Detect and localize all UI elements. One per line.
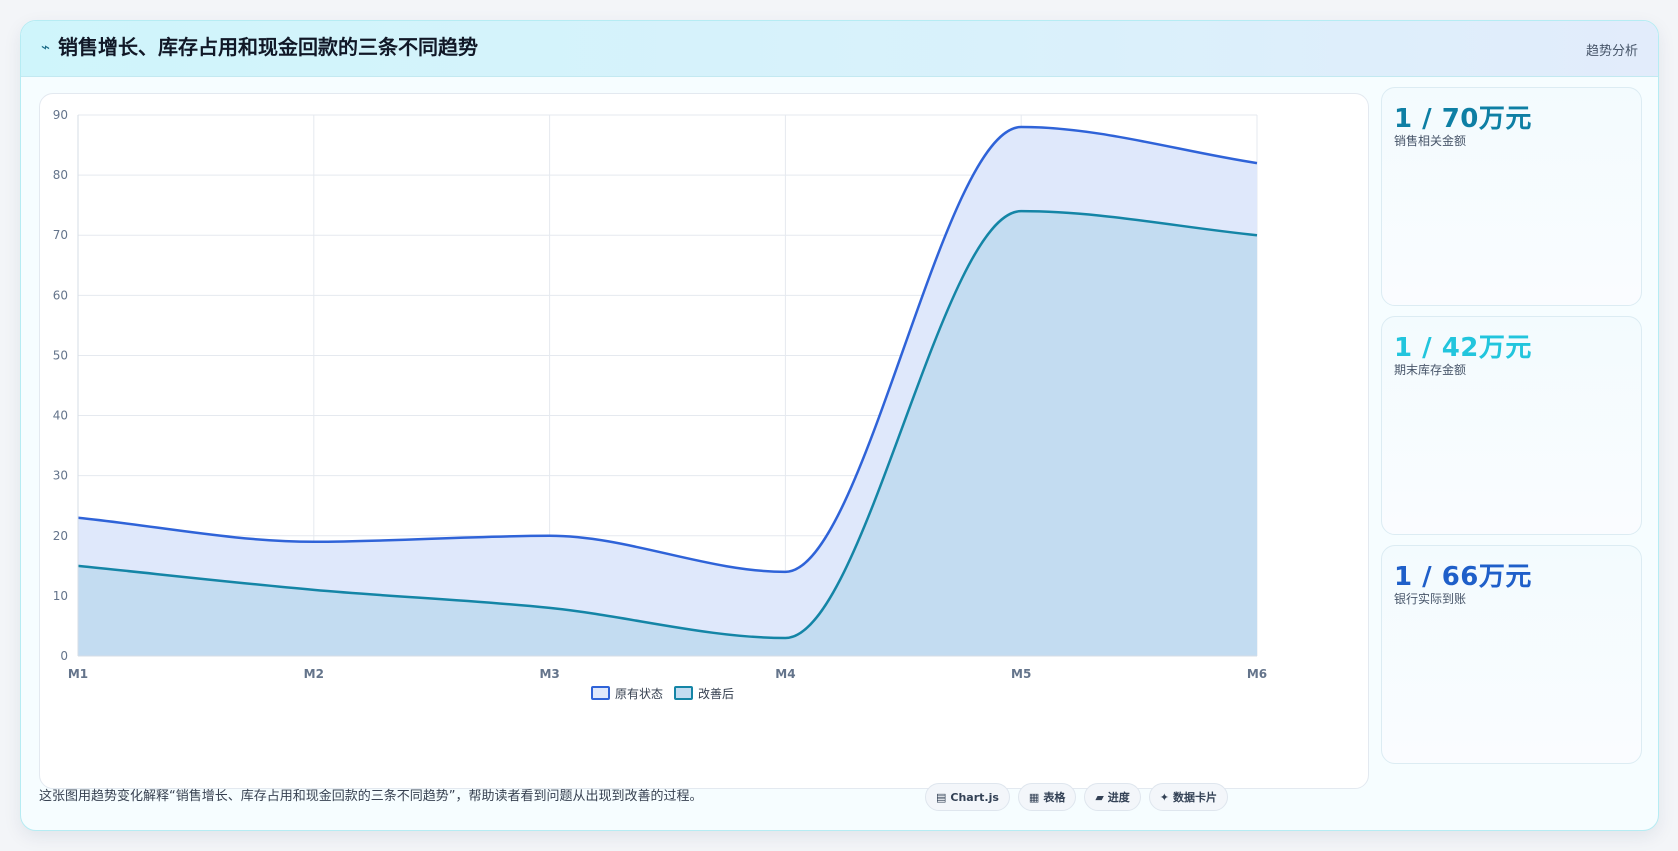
y-tick-label: 70 [53,228,68,242]
y-tick-label: 90 [53,108,68,122]
page-title: 销售增长、库存占用和现金回款的三条不同趋势 [58,35,479,59]
wave-icon: ⌁ [41,38,51,56]
chart-card: ⌁ 销售增长、库存占用和现金回款的三条不同趋势 趋势分析 0 10 20 30 40 50… [20,20,1659,831]
legend-label: 改善后 [698,686,734,701]
series-area-2 [78,211,1257,656]
chip-label: 表格 [1043,791,1066,804]
chip-group: ▤ Chart.js ▦ 表格 ▰ 进度 ✦ 数据卡片 [925,783,1229,811]
chip-data-card[interactable]: ✦ 数据卡片 [1148,783,1229,811]
x-tick-label: M5 [1011,667,1031,681]
legend-swatch [591,686,610,700]
kpi-card-sales: 1 / 70万元 销售相关金额 [1381,87,1642,306]
title-group: ⌁ 销售增长、库存占用和现金回款的三条不同趋势 [41,35,478,59]
chip-label: 数据卡片 [1173,791,1218,804]
x-tick-label: M6 [1247,667,1267,681]
legend-swatch [674,686,693,700]
card-header: ⌁ 销售增长、库存占用和现金回款的三条不同趋势 趋势分析 [21,21,1658,77]
series-line-1 [77,125,1258,574]
progress-icon: ▰ [1095,790,1104,804]
chip-table[interactable]: ▦ 表格 [1017,783,1077,811]
chart-description: 这张图用趋势变化解释“销售增长、库存占用和现金回款的三条不同趋势”，帮助读者看到… [39,789,703,804]
y-tick-label: 0 [60,649,68,663]
area-chart: 0 10 20 30 40 50 60 70 80 90 M1 M2 M3 M4 M5 M6 原有状态 改善后 [53,108,1267,701]
series-line-2 [77,209,1258,640]
kpi-label: 银行实际到账 [1394,592,1467,606]
y-tick-label: 80 [53,168,68,182]
kpi-value: 1 / 42万元 [1394,333,1532,363]
kpi-card-inventory: 1 / 42万元 期末库存金额 [1381,316,1642,535]
y-tick-label: 50 [53,348,68,362]
y-tick-label: 10 [53,589,68,603]
chart-panel: 0 10 20 30 40 50 60 70 80 90 M1 M2 M3 M4 M5 M6 原有状态 改善后 [39,93,1369,789]
y-tick-label: 30 [53,469,68,483]
x-tick-label: M4 [775,667,795,681]
x-tick-label: M3 [539,667,559,681]
legend-label: 原有状态 [615,687,663,701]
sparkle-icon: ✦ [1159,790,1170,804]
chart-icon: ▤ [936,790,947,804]
chip-label: Chart.js [950,790,999,804]
header-tag: 趋势分析 [1585,44,1638,59]
chip-progress[interactable]: ▰ 进度 [1084,783,1141,811]
y-tick-label: 60 [53,288,68,302]
kpi-value: 1 / 70万元 [1394,104,1532,134]
table-icon: ▦ [1028,790,1040,804]
kpi-card-bank: 1 / 66万元 银行实际到账 [1381,545,1642,764]
y-tick-label: 40 [53,409,68,423]
kpi-label: 期末库存金额 [1394,363,1467,377]
chip-label: 进度 [1107,791,1130,804]
x-tick-label: M2 [304,667,324,681]
kpi-value: 1 / 66万元 [1394,562,1532,592]
x-tick-label: M1 [68,667,88,681]
y-tick-label: 20 [53,529,68,543]
chip-chartjs[interactable]: ▤ Chart.js [925,783,1010,811]
kpi-label: 销售相关金额 [1394,134,1467,148]
